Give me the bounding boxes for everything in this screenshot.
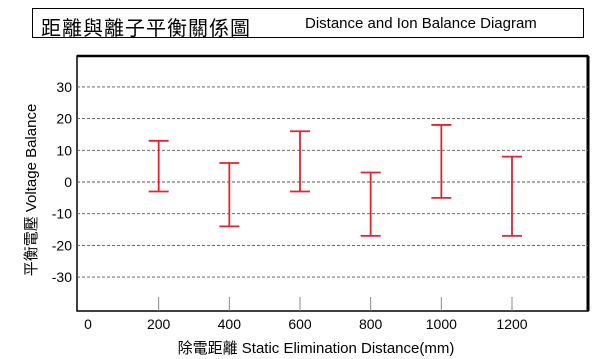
chart-title-chinese: 距離與離子平衡關係圖 <box>41 16 251 40</box>
x-axis-label: 除電距離 Static Elimination Distance(mm) <box>178 339 455 357</box>
tick-label-layer: 30 20 10 0 -10 -20 -30 0 200 400 600 800 1000 1200 <box>52 79 528 332</box>
grid-layer <box>77 86 588 278</box>
x-tick-label: 1200 <box>496 316 527 332</box>
x-tick-label: 200 <box>147 316 171 332</box>
chart-title-english: Distance and Ion Balance Diagram <box>305 15 537 32</box>
y-tick-label: 10 <box>56 142 72 158</box>
x-tick-label: 1000 <box>426 316 457 332</box>
chart-title-box: 距離與離子平衡關係圖 Distance and Ion Balance Diag… <box>32 8 584 40</box>
x-tick-label: 400 <box>218 316 242 332</box>
x-tick-layer <box>158 297 513 311</box>
y-tick-label: 0 <box>64 174 72 190</box>
error-bar-layer <box>148 124 522 237</box>
y-tick-label: 30 <box>56 79 72 95</box>
x-tick-label: 800 <box>359 316 383 332</box>
y-axis-label: 平衡電壓 Voltage Balance <box>23 104 40 277</box>
x-tick-label: 600 <box>288 316 312 332</box>
y-tick-label: 20 <box>56 111 72 127</box>
y-tick-label: -20 <box>52 237 72 253</box>
y-tick-label: -30 <box>52 269 72 285</box>
y-tick-label: -10 <box>52 206 72 222</box>
x-tick-label: 0 <box>84 316 92 332</box>
